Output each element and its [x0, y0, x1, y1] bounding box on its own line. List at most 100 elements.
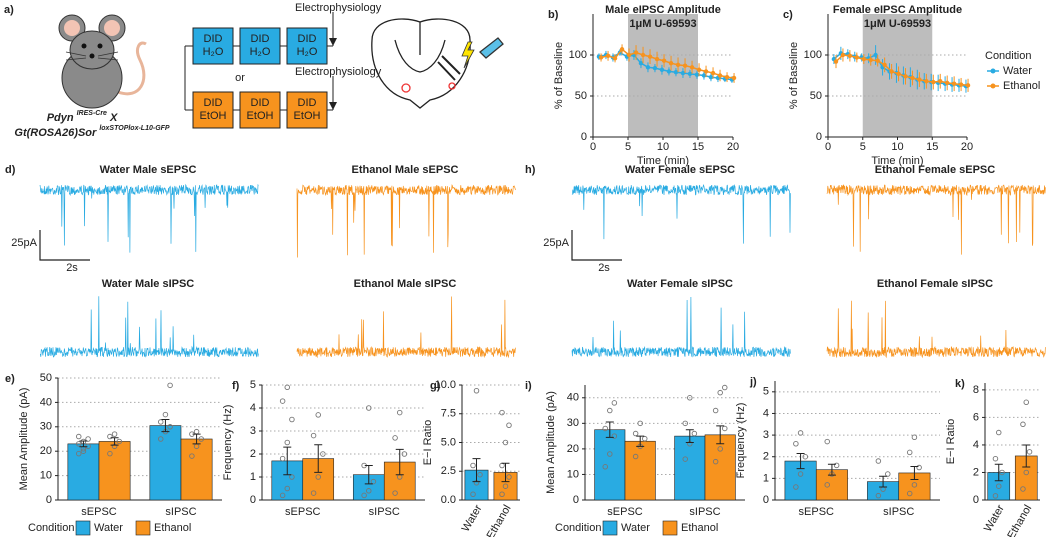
- genotype-name: Pdyn: [47, 112, 74, 124]
- brain-schematic: [371, 18, 504, 109]
- y-tick-label: 0: [581, 131, 587, 143]
- data-point: [675, 62, 681, 68]
- bar: [98, 441, 131, 501]
- individual-point: [279, 398, 286, 404]
- individual-point: [392, 435, 398, 441]
- individual-point: [310, 432, 317, 439]
- data-point: [694, 72, 700, 77]
- error-bar: [314, 444, 323, 473]
- legend-label: Ethanol: [681, 522, 718, 534]
- panel-label: f): [232, 380, 240, 392]
- y-tick-label: 4: [973, 439, 979, 451]
- individual-point: [906, 490, 913, 497]
- error-bar: [910, 465, 919, 480]
- y-tick-label: 0: [46, 494, 52, 506]
- y-tick-label: 40: [567, 392, 579, 404]
- individual-point: [320, 451, 326, 457]
- bar: [149, 425, 182, 501]
- individual-point: [310, 490, 317, 496]
- data-point: [873, 52, 878, 58]
- treatment-text: EtOH: [200, 110, 227, 122]
- individual-point: [502, 439, 509, 446]
- y-tick-label: 2: [973, 466, 979, 478]
- error-bar: [161, 418, 170, 433]
- x-tick-label: sIPSC: [369, 506, 400, 518]
- current-trace: [296, 296, 516, 359]
- data-point: [696, 67, 702, 72]
- data-point: [612, 56, 618, 61]
- individual-point: [279, 455, 286, 462]
- individual-point: [1020, 421, 1026, 428]
- individual-point: [793, 484, 799, 490]
- y-tick-label: 0: [816, 131, 822, 143]
- individual-point: [366, 405, 372, 411]
- individual-point: [602, 464, 608, 470]
- y-tick-label: 5.0: [441, 436, 456, 448]
- data-point: [710, 70, 716, 76]
- panel-label: i): [525, 380, 532, 392]
- y-tick-label: 30: [40, 421, 52, 433]
- individual-point: [916, 464, 922, 471]
- arrow-head: [329, 38, 337, 46]
- treatment-text: DID: [251, 33, 270, 45]
- data-point: [882, 62, 887, 68]
- data-point: [633, 50, 639, 55]
- individual-point: [717, 389, 723, 396]
- y-tick-label: 2.5: [441, 465, 456, 477]
- bar: [624, 440, 656, 501]
- data-point: [652, 65, 658, 71]
- data-point: [965, 83, 971, 88]
- treatment-text: DID: [251, 97, 270, 109]
- genotype-sup: IRES-Cre: [77, 110, 107, 117]
- y-tick-label: 100: [569, 49, 587, 61]
- data-point: [668, 61, 674, 66]
- data-point: [708, 74, 714, 80]
- bar: [594, 429, 626, 501]
- x-tick-label: sEPSC: [799, 506, 835, 518]
- individual-point: [611, 400, 618, 406]
- error-bar: [192, 433, 201, 445]
- legend-symbol: [75, 520, 91, 536]
- individual-point: [284, 384, 291, 391]
- data-point: [917, 77, 922, 82]
- y-tick-label: 7.5: [441, 408, 456, 420]
- data-point: [731, 75, 737, 81]
- panel-label: k): [955, 378, 965, 390]
- y-tick-label: 10: [40, 470, 52, 482]
- data-point: [661, 58, 667, 63]
- current-trace: [296, 184, 516, 258]
- individual-point: [797, 430, 804, 436]
- individual-point: [607, 407, 613, 414]
- data-point: [854, 55, 860, 60]
- y-axis-label: % of Baseline: [788, 42, 800, 109]
- individual-point: [691, 430, 698, 437]
- individual-point: [499, 462, 505, 469]
- individual-point: [157, 419, 164, 425]
- individual-point: [722, 384, 728, 391]
- individual-point: [712, 407, 719, 414]
- individual-point: [284, 485, 291, 492]
- individual-point: [824, 438, 830, 445]
- individual-point: [999, 469, 1005, 476]
- recording-label: Electrophysiology: [295, 66, 382, 78]
- individual-point: [162, 411, 169, 418]
- individual-point: [642, 435, 648, 442]
- individual-point: [315, 474, 321, 480]
- individual-point: [107, 433, 113, 440]
- genotype: Gt(ROSA26)Sor loxSTOPlox-L10-GFP: [14, 125, 170, 139]
- scale-label: 2s: [66, 262, 78, 274]
- individual-point: [992, 493, 999, 499]
- individual-point: [75, 441, 82, 447]
- data-point: [861, 56, 866, 62]
- x-tick-label: sIPSC: [883, 506, 914, 518]
- error-bar: [796, 452, 805, 470]
- treatment-text: H₂O: [203, 46, 224, 58]
- data-point: [640, 52, 646, 58]
- error-bar: [685, 429, 694, 443]
- individual-point: [833, 462, 840, 469]
- legend-symbol: [135, 520, 151, 536]
- chart-title: Female eIPSC Amplitude: [833, 4, 962, 16]
- error-bar: [364, 465, 373, 485]
- y-tick-label: 100: [804, 49, 822, 61]
